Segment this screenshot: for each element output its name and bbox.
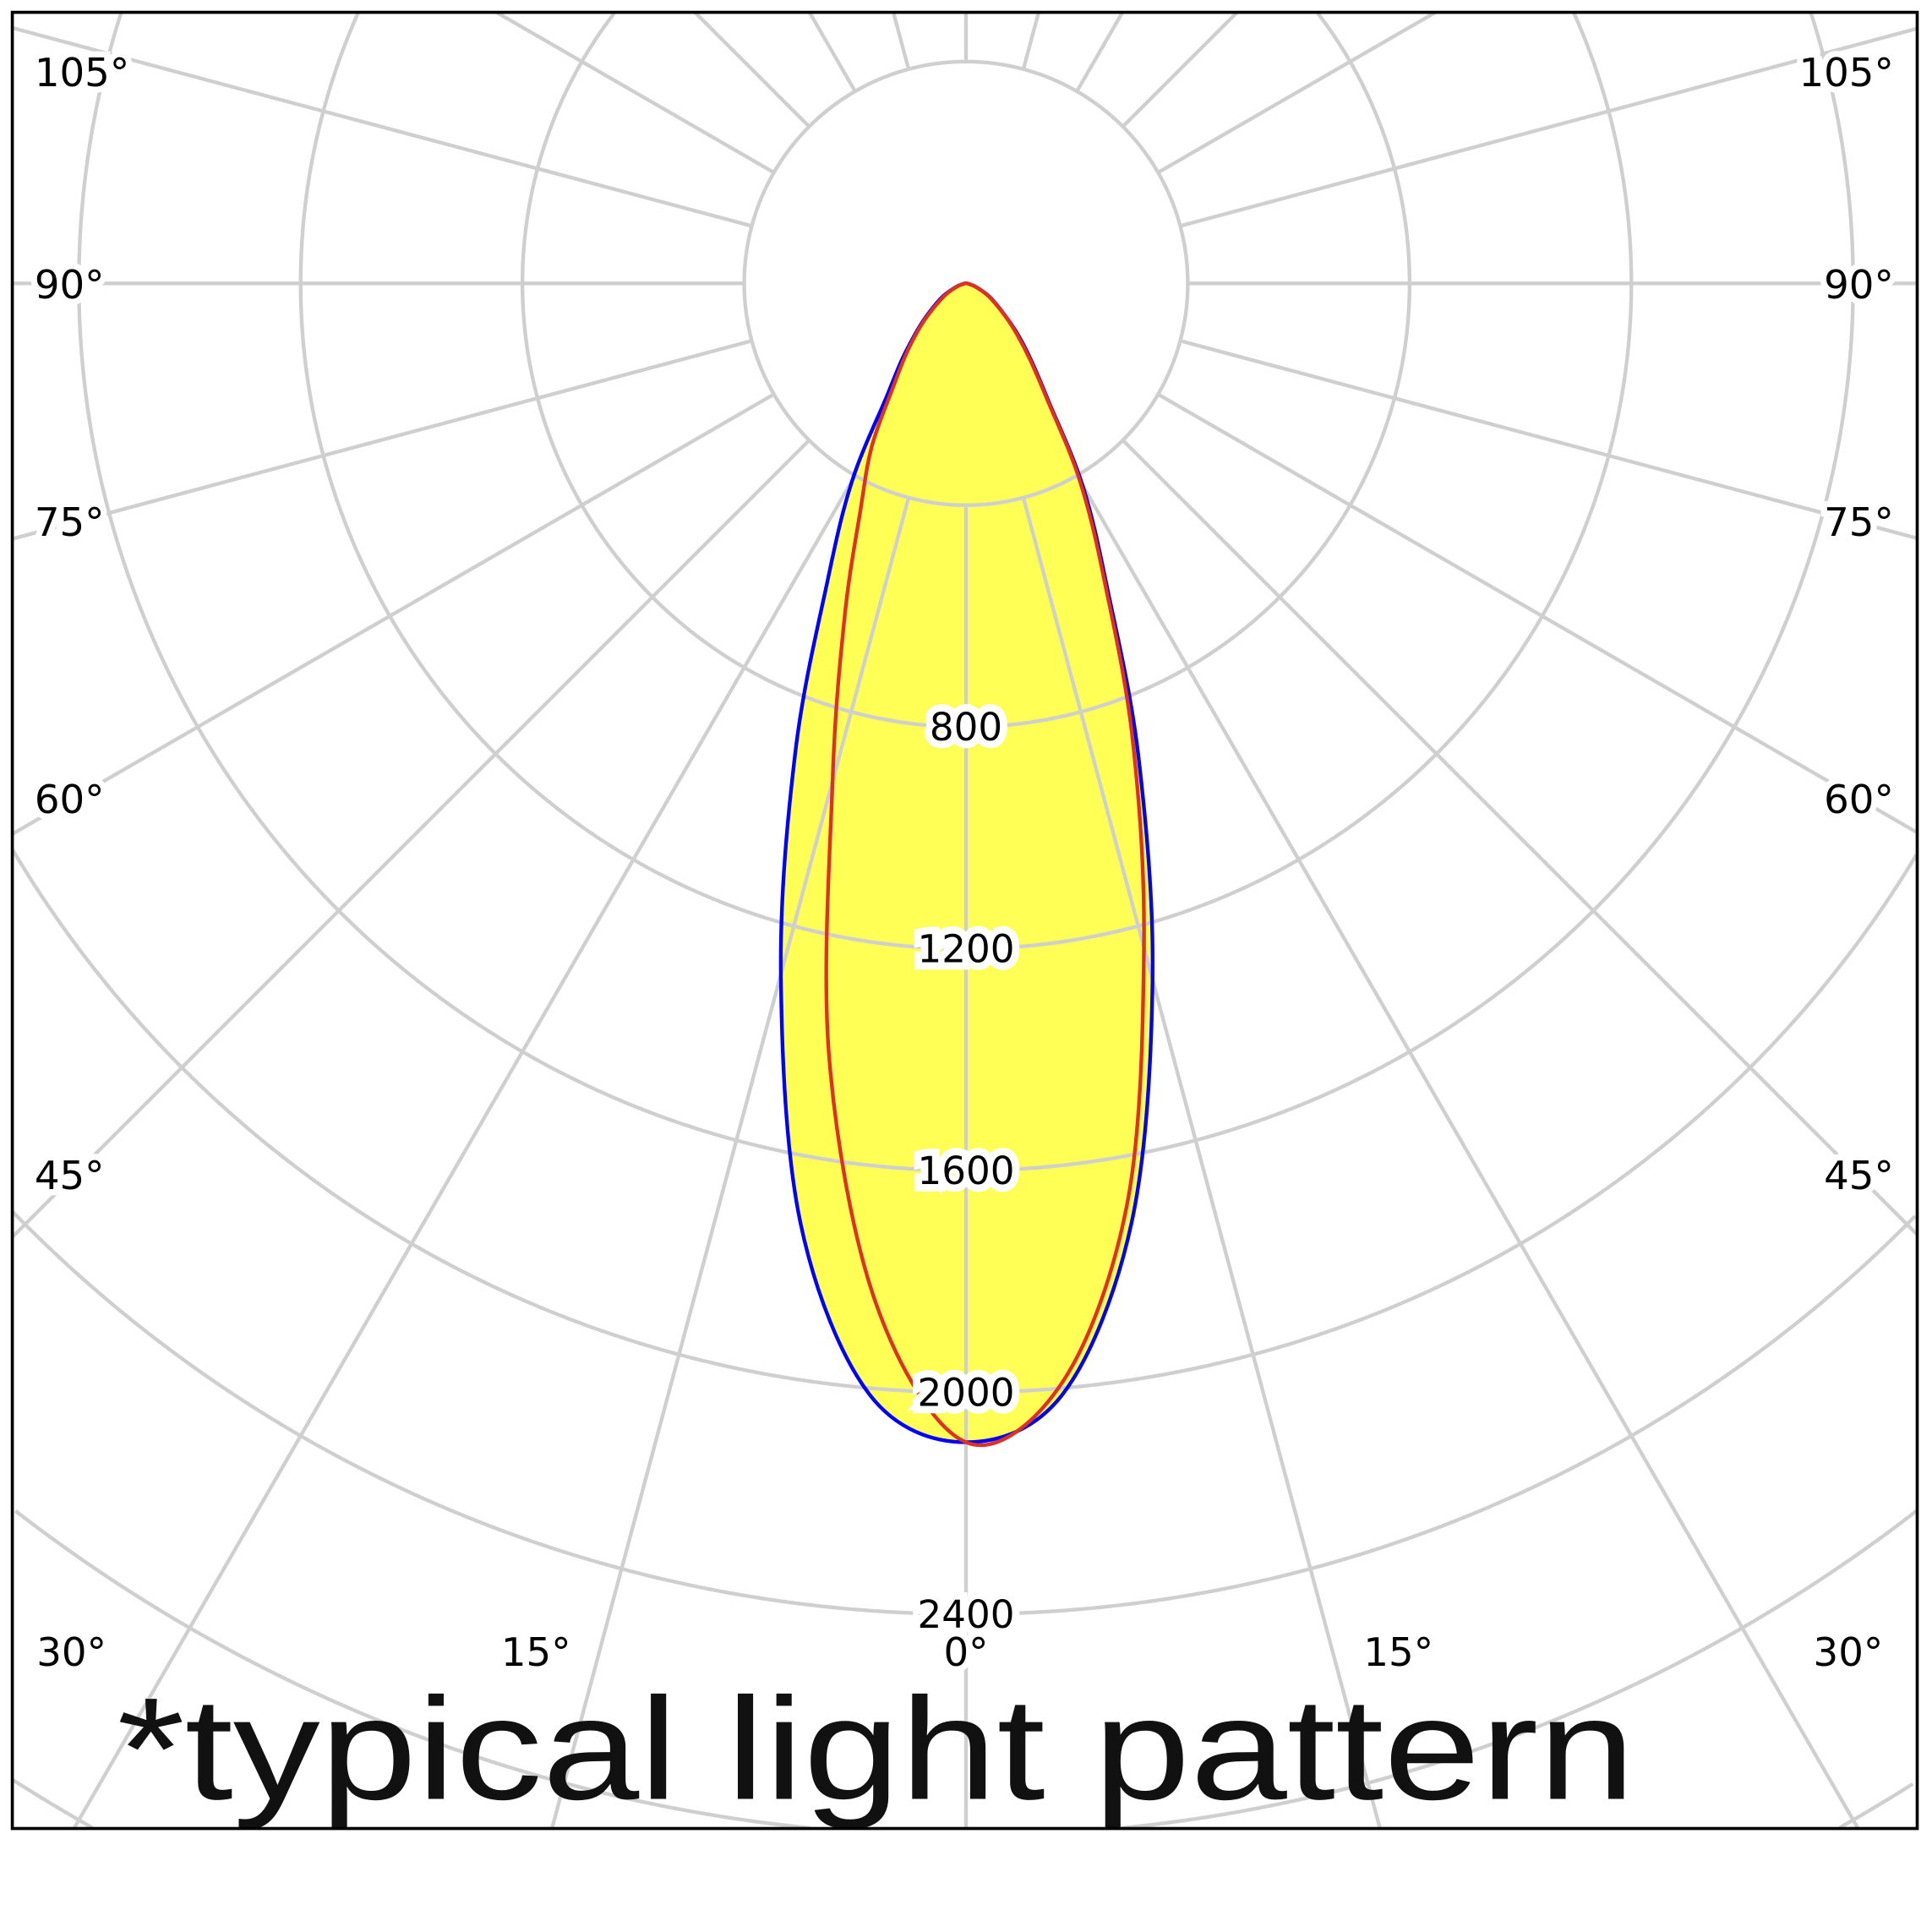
grid-spoke — [550, 497, 911, 1829]
radial-tick-label: 1600 — [918, 1149, 1015, 1193]
angle-label-bottom: 15° — [501, 1630, 571, 1676]
radial-tick-label: 800 — [930, 705, 1002, 750]
grid-spoke — [12, 25, 753, 228]
angle-label-left: 90° — [35, 263, 105, 308]
angle-label-left: 75° — [35, 500, 105, 546]
radial-tick-label: 2000 — [918, 1370, 1015, 1415]
grid-spoke — [891, 12, 911, 70]
grid-spoke — [1021, 497, 1382, 1829]
radial-tick-label: 1200 — [918, 927, 1015, 972]
grid-spoke — [1021, 12, 1041, 70]
series-line-1 — [824, 281, 1146, 1448]
grid-spoke — [12, 339, 753, 541]
angle-label-left: 60° — [35, 778, 105, 823]
grid-spoke — [1122, 12, 1239, 128]
grid-spoke — [12, 439, 810, 1239]
grid-spoke — [1157, 12, 1437, 175]
grid-spoke — [72, 474, 857, 1829]
grid-spoke — [807, 12, 857, 93]
angle-label-right: 75° — [1824, 500, 1894, 546]
grid-ring — [12, 849, 1918, 1394]
grid-spoke — [1179, 26, 1918, 228]
grid-spoke — [1075, 12, 1125, 93]
angle-label-left: 105° — [35, 51, 129, 96]
angle-label-right: 105° — [1798, 51, 1893, 96]
grid-spoke — [12, 392, 775, 836]
grid-ring — [12, 1210, 1917, 1617]
grid-spoke — [1122, 439, 1918, 1236]
grid-spoke — [1179, 339, 1918, 541]
angle-label-right: 60° — [1824, 778, 1894, 823]
radial-tick-label: 2400 — [918, 1592, 1015, 1637]
grid-spoke — [495, 12, 775, 175]
grid-ring — [77, 12, 1855, 1173]
angle-label-left: 45° — [35, 1154, 105, 1199]
angle-label-right: 90° — [1824, 263, 1894, 308]
grid-ring — [14, 1509, 1918, 1829]
grid-spoke — [693, 12, 810, 128]
grid-spoke — [1075, 474, 1860, 1829]
angle-label-bottom: 0° — [944, 1630, 989, 1676]
angle-label-right: 45° — [1824, 1154, 1894, 1199]
grid-ring — [520, 12, 1412, 729]
grid-spoke — [1157, 392, 1918, 835]
chart-frame — [10, 10, 1919, 1831]
angle-label-bottom: 30° — [36, 1630, 106, 1676]
angle-label-bottom: 15° — [1363, 1630, 1433, 1676]
angle-label-bottom: 30° — [1814, 1630, 1884, 1676]
chart-caption: *typical light pattern — [117, 1668, 1635, 1831]
